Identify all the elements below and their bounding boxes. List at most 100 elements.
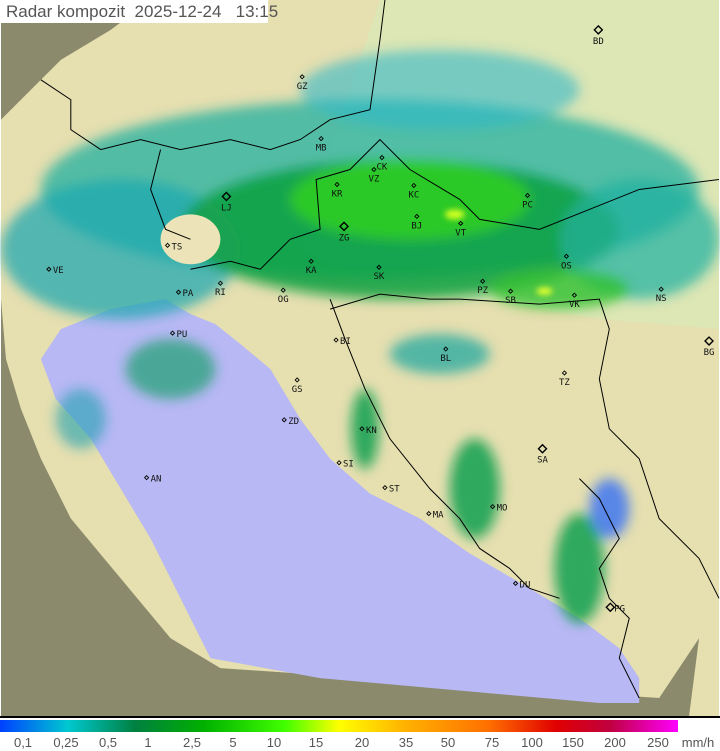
city-label: KA bbox=[306, 266, 317, 276]
city-label: OS bbox=[561, 261, 572, 271]
city-marker-icon bbox=[704, 336, 715, 347]
city-pa: PA bbox=[175, 289, 194, 299]
city-marker-icon bbox=[336, 460, 342, 466]
city-du: DU bbox=[512, 580, 531, 590]
legend-tick: 0,1 bbox=[13, 735, 33, 750]
city-marker-icon bbox=[480, 278, 486, 284]
city-kr: KR bbox=[332, 181, 343, 199]
city-marker-icon bbox=[318, 135, 324, 142]
city-label: SI bbox=[343, 460, 354, 470]
city-marker-icon bbox=[299, 74, 305, 80]
legend-tick: 75 bbox=[484, 735, 500, 750]
city-sa: SA bbox=[537, 443, 548, 466]
city-zd: ZD bbox=[281, 417, 299, 427]
city-bj: BJ bbox=[411, 213, 422, 231]
city-marker-icon bbox=[143, 475, 150, 481]
legend-tick: 10 bbox=[266, 735, 282, 750]
city-pu: PU bbox=[169, 330, 187, 340]
map-title: Radar kompozit 2025-12-24 13:15 bbox=[0, 0, 278, 23]
city-vk: VK bbox=[569, 292, 580, 310]
city-marker-icon bbox=[605, 602, 616, 613]
legend-tick: 2,5 bbox=[182, 735, 202, 750]
city-ts: TS bbox=[164, 242, 183, 252]
city-label: BI bbox=[340, 337, 351, 347]
legend-tick: 0,5 bbox=[98, 735, 118, 750]
city-marker-icon bbox=[46, 266, 52, 272]
city-label: KN bbox=[366, 426, 377, 436]
adriatic-sea bbox=[40, 299, 640, 704]
city-bd: BD bbox=[593, 24, 604, 47]
city-label: BD bbox=[593, 37, 604, 47]
city-bg: BG bbox=[704, 336, 715, 358]
city-an: AN bbox=[143, 475, 162, 485]
city-marker-icon bbox=[221, 191, 232, 202]
city-label: PA bbox=[182, 289, 193, 299]
city-si: SI bbox=[336, 460, 354, 470]
city-vz: VZ bbox=[369, 166, 380, 184]
city-label: VK bbox=[569, 300, 580, 310]
city-label: BG bbox=[704, 348, 715, 358]
city-label: TS bbox=[172, 242, 183, 252]
city-ma: MA bbox=[426, 511, 444, 521]
city-marker-icon bbox=[414, 213, 420, 220]
city-marker-icon bbox=[308, 258, 314, 264]
city-label: ST bbox=[389, 485, 400, 495]
legend-tick: 1 bbox=[144, 735, 152, 750]
legend-tick: 50 bbox=[440, 735, 456, 750]
city-label: BJ bbox=[411, 221, 422, 231]
city-marker-icon bbox=[379, 154, 385, 161]
city-label: SK bbox=[374, 272, 385, 282]
legend-tick: 15 bbox=[308, 735, 324, 750]
city-label: KC bbox=[408, 190, 419, 200]
legend-tick: 100 bbox=[521, 735, 543, 750]
city-marker-icon bbox=[524, 192, 531, 199]
city-marker-icon bbox=[217, 280, 224, 286]
city-og: OG bbox=[278, 287, 289, 305]
city-ns: NS bbox=[656, 286, 667, 304]
city-label: MA bbox=[433, 511, 444, 521]
city-marker-icon bbox=[490, 503, 496, 510]
legend-tick: 35 bbox=[398, 735, 414, 750]
city-label: SA bbox=[537, 456, 548, 466]
legend-tick: 0,25 bbox=[53, 735, 79, 750]
city-label: ZG bbox=[339, 233, 350, 243]
city-marker-icon bbox=[333, 337, 339, 343]
city-markers: BD GZ MB CK KR VZ KC PC LJ ZG BJ VT TS VE RI KA SK OS PA OG… bbox=[46, 24, 715, 614]
city-ve: VE bbox=[46, 266, 64, 276]
city-marker-icon bbox=[561, 370, 568, 376]
city-label: RI bbox=[215, 288, 226, 298]
city-label: DU bbox=[520, 580, 531, 590]
city-vt: VT bbox=[455, 220, 467, 238]
city-ri: RI bbox=[215, 280, 226, 298]
legend-unit: mm/h bbox=[681, 735, 715, 750]
city-gs: GS bbox=[292, 377, 303, 395]
radar-map[interactable]: BD GZ MB CK KR VZ KC PC LJ ZG BJ VT TS VE RI KA SK OS PA OG… bbox=[0, 0, 720, 718]
city-label: AN bbox=[151, 475, 162, 485]
city-kn: KN bbox=[359, 426, 377, 436]
city-gz: GZ bbox=[297, 74, 308, 92]
city-pc: PC bbox=[522, 192, 533, 210]
city-marker-icon bbox=[507, 288, 514, 294]
city-marker-icon bbox=[334, 181, 340, 188]
city-marker-icon bbox=[371, 166, 377, 173]
city-lj: LJ bbox=[221, 191, 232, 213]
city-bl: BL bbox=[440, 346, 451, 364]
city-sb: SB bbox=[505, 288, 516, 306]
city-label: PC bbox=[522, 200, 533, 210]
city-marker-icon bbox=[281, 417, 287, 423]
city-label: TZ bbox=[559, 378, 570, 388]
city-marker-icon bbox=[175, 289, 182, 295]
city-marker-icon bbox=[658, 286, 664, 292]
city-marker-icon bbox=[593, 24, 604, 35]
city-marker-icon bbox=[512, 580, 519, 586]
legend-tick: 20 bbox=[354, 735, 370, 750]
city-bi: BI bbox=[333, 337, 351, 347]
city-label: PG bbox=[614, 604, 625, 614]
city-label: BL bbox=[440, 354, 451, 364]
city-marker-icon bbox=[382, 485, 388, 491]
city-os: OS bbox=[561, 253, 572, 271]
city-label: OG bbox=[278, 295, 289, 305]
city-marker-icon bbox=[458, 220, 464, 227]
city-label: VT bbox=[455, 228, 466, 238]
city-zg: ZG bbox=[339, 221, 350, 243]
